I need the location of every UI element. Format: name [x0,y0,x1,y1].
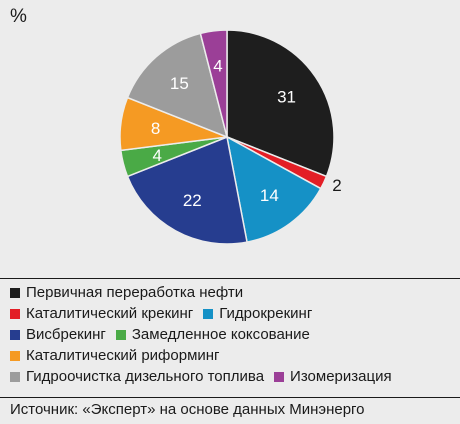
legend-label: Каталитический риформинг [26,347,220,364]
legend-row: Каталитический крекинг Гидрокрекинг [10,303,450,324]
pie-slice-3 [225,135,322,243]
pie-slice-4 [126,135,248,245]
legend-swatch [10,287,20,298]
legend-swatch [10,371,20,382]
legend-row: Первичная переработка нефти [10,282,450,303]
slice-value-label-5: 4 [153,146,162,165]
top-divider [0,278,460,279]
legend-swatch [274,371,285,382]
legend-item: Изомеризация [274,366,392,387]
slice-value-label-3: 14 [260,186,279,205]
legend-label: Висбрекинг [26,326,106,343]
legend-item: Первичная переработка нефти [10,282,243,303]
pie-slice-8 [199,29,228,138]
unit-label: % [10,6,27,27]
legend-swatch [10,350,20,361]
legend-row: Каталитический риформинг [10,345,450,366]
pie-slice-7 [126,32,229,139]
bottom-divider [0,397,460,398]
pie-chart: 31 2 14 22 4 8 15 4 [119,29,342,245]
legend-swatch [115,329,126,340]
legend-swatch [10,308,20,319]
legend-item: Гидрокрекинг [203,303,312,324]
legend-row: Висбрекинг Замедленное коксование [10,324,450,345]
slice-value-label-4: 22 [183,191,202,210]
slice-value-label-2: 2 [332,176,341,195]
legend-row: Гидроочистка дизельного топлива Изомериза… [10,366,450,387]
legend-swatch [10,329,20,340]
legend-label: Гидрокрекинг [219,305,313,322]
pie-slice-1 [226,29,335,178]
legend-label: Изомеризация [290,368,392,385]
legend-swatch [203,308,214,319]
legend-label: Замедленное коксование [131,326,310,343]
source-note: Источник: «Эксперт» на основе данных Мин… [10,401,365,418]
legend-item: Замедленное коксование [115,324,310,345]
legend-label: Первичная переработка нефти [26,284,244,301]
slice-value-label-1: 31 [277,88,296,107]
legend-label: Гидроочистка дизельного топлива [26,368,265,385]
legend-item: Каталитический риформинг [10,345,220,366]
slice-value-label-8: 4 [213,57,222,76]
chart-legend: Первичная переработка нефти Каталитически… [10,282,450,387]
legend-item: Висбрекинг [10,324,106,345]
slice-value-label-7: 15 [170,74,189,93]
legend-label: Каталитический крекинг [26,305,194,322]
legend-item: Каталитический крекинг [10,303,193,324]
legend-item: Гидроочистка дизельного топлива [10,366,264,387]
slice-value-label-6: 8 [151,119,160,138]
